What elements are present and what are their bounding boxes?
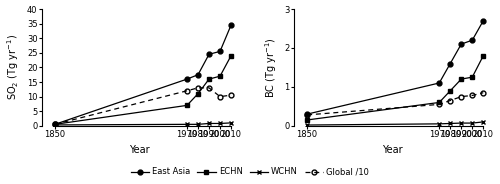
- X-axis label: Year: Year: [382, 144, 402, 155]
- X-axis label: Year: Year: [130, 144, 150, 155]
- Legend: East Asia, ECHN, WCHN, Global /10: East Asia, ECHN, WCHN, Global /10: [128, 164, 372, 180]
- Y-axis label: BC (Tg yr$^{-1}$): BC (Tg yr$^{-1}$): [263, 37, 279, 98]
- Y-axis label: SO$_2$ (Tg yr$^{-1}$): SO$_2$ (Tg yr$^{-1}$): [6, 34, 22, 100]
